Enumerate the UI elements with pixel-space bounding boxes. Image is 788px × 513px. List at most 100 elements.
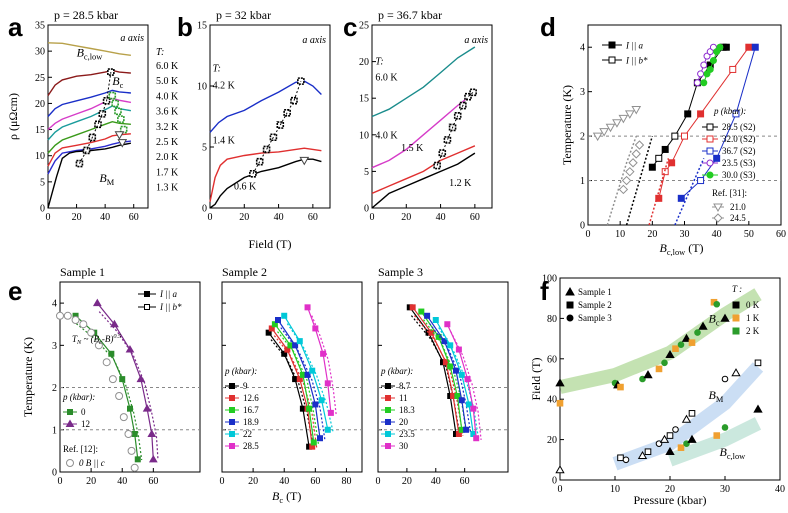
panel-f-T-marker bbox=[732, 314, 740, 322]
panel-f-bm-label-sub: M bbox=[716, 395, 724, 404]
panel-f-xtick-label: 30 bbox=[720, 484, 730, 495]
panel-e-3-p-legend-marker bbox=[385, 383, 391, 389]
panel-e-1-point bbox=[119, 376, 126, 383]
panel-f-bc-point bbox=[720, 313, 730, 322]
panel-e-2-p-legend-label: 18.9 bbox=[243, 417, 259, 427]
panel-f-bc-point bbox=[661, 359, 668, 367]
panel-e-2-xtick-label: 40 bbox=[279, 476, 289, 487]
panel-e-1-point bbox=[147, 429, 157, 437]
panel-label-e: e bbox=[8, 276, 22, 306]
panel-a-ytick-label: 10 bbox=[35, 151, 45, 162]
panel-d-point bbox=[677, 194, 685, 202]
panel-f-bclow-point bbox=[687, 434, 697, 443]
panel-e-2-point bbox=[309, 367, 316, 374]
panel-e-2-point bbox=[275, 317, 281, 323]
panel-a-T-label: 2.5 K bbox=[156, 137, 179, 148]
panel-e-3-fit bbox=[450, 331, 482, 440]
panel-label-d: d bbox=[540, 12, 556, 42]
panel-f-ytick-label: 60 bbox=[547, 354, 557, 365]
panel-e-1-formula: TN ~ (Bc-B)0.5 bbox=[72, 333, 121, 346]
panel-e-xlabel-sub: c bbox=[279, 496, 283, 505]
panel-e-2-point bbox=[320, 350, 327, 357]
panel-b-line bbox=[209, 158, 322, 209]
panel-b-ytick-label: 10 bbox=[197, 82, 207, 93]
panel-e-2-p-legend-label: 12.6 bbox=[243, 393, 259, 403]
panel-b: b p = 32 kbar 0 20 40 60 0 5 10 15 a axis T: 4.2 K 1.… bbox=[177, 8, 331, 223]
panel-f-bc-point bbox=[672, 345, 679, 352]
panel-e-2-point bbox=[310, 439, 317, 446]
panel-a-ytick-label: 0 bbox=[40, 204, 45, 215]
panel-e-2-p-legend-label: 22 bbox=[243, 429, 252, 439]
panel-a-line bbox=[47, 97, 132, 131]
panel-d-legend-marker bbox=[706, 171, 714, 179]
panel-c-title: p = 36.7 kbar bbox=[378, 8, 442, 22]
panel-f-bm-point bbox=[731, 368, 741, 377]
panel-a-T-label: 4.0 K bbox=[156, 91, 179, 102]
panel-d-point bbox=[700, 79, 708, 87]
panel-a-bc-label-main: B bbox=[112, 74, 120, 88]
panel-c-line bbox=[371, 152, 476, 209]
panel-e-3-xtick-label: 40 bbox=[431, 476, 441, 487]
panel-d-extrap-red bbox=[648, 158, 670, 226]
panel-d-ytick-label: 3 bbox=[580, 87, 585, 98]
panel-a-ytick-label: 35 bbox=[35, 21, 45, 32]
panel-c-ytick-label: 10 bbox=[359, 130, 369, 141]
panel-d-ref-legend-marker bbox=[713, 203, 723, 213]
panel-c-ytick-label: 0 bbox=[364, 204, 369, 215]
panel-a-ytick-label: 15 bbox=[35, 125, 45, 136]
panel-d-point bbox=[697, 177, 705, 185]
panel-f-bm-point bbox=[637, 450, 648, 460]
panel-e-1-legend-label: I || a bbox=[159, 289, 177, 299]
panel-e-1-formula-t: T bbox=[72, 334, 78, 344]
panel-d-ref-point bbox=[631, 149, 641, 159]
panel-b-line bbox=[209, 147, 322, 203]
panel-e-1-ref-legend-label: 0 B || c bbox=[79, 458, 105, 468]
panel-e-3-point bbox=[409, 304, 416, 311]
panel-e-1-xtick-label: 60 bbox=[148, 476, 158, 487]
panel-e-2-point bbox=[318, 397, 325, 404]
panel-e-3-xtick-label: 20 bbox=[402, 476, 412, 487]
panel-f-xlabel: Pressure (kbar) bbox=[634, 493, 707, 507]
panel-e-2-point bbox=[312, 325, 319, 332]
panel-e-1-xtick-label: 40 bbox=[117, 476, 127, 487]
panel-a-bm-label-sub: M bbox=[107, 178, 115, 187]
panel-f-bm-point bbox=[672, 426, 679, 433]
panel-c-bc-point bbox=[443, 136, 452, 144]
panel-a-bc-point bbox=[111, 99, 119, 108]
panel-e-1-formula-n: N bbox=[76, 339, 82, 346]
panel-d-ref-point bbox=[628, 158, 638, 168]
panel-d-legend-label: 28.5 (S2) bbox=[722, 122, 756, 132]
panel-d-xtick-label: 40 bbox=[712, 229, 722, 240]
panel-a-line bbox=[47, 69, 131, 96]
panel-e-1-point bbox=[134, 456, 141, 463]
panel-e-1-ref-point bbox=[63, 311, 72, 320]
panel-e-2-point bbox=[324, 426, 331, 433]
panel-a-line bbox=[47, 120, 131, 154]
panel-e-2-xtick-label: 80 bbox=[341, 476, 351, 487]
panel-e-3-p-legend-label: 20 bbox=[399, 417, 409, 427]
panel-e-3-p-legend-label: 23.5 bbox=[399, 429, 415, 439]
panel-f-bm-point bbox=[622, 456, 630, 464]
panel-e-1-point bbox=[127, 405, 133, 412]
panel-d-ref-point bbox=[599, 128, 609, 137]
panel-d-ref-point bbox=[631, 105, 642, 115]
panel-c-label-4: 4.0 K bbox=[375, 130, 398, 141]
panel-e-1-ref-point bbox=[130, 463, 139, 472]
panel-c-axis-note: a axis bbox=[464, 35, 488, 46]
panel-c-label-6: 6.0 K bbox=[375, 73, 398, 84]
panel-d-point bbox=[655, 154, 663, 162]
panel-f-bc-point bbox=[694, 329, 701, 336]
panel-d-legend-marker bbox=[706, 135, 714, 143]
panel-d-legend-marker bbox=[706, 147, 714, 155]
panel-f-bm-point bbox=[617, 454, 624, 462]
panel-c-xtick-label: 20 bbox=[401, 212, 411, 223]
panel-d-ref-point bbox=[618, 114, 629, 124]
panel-e-1-formula-tail: -B) bbox=[102, 334, 114, 344]
panel-a-ylabel: ρ (μΩcm) bbox=[6, 93, 20, 140]
panel-f-T-label: 0 K bbox=[746, 300, 760, 310]
panel-e-3-title: Sample 3 bbox=[378, 265, 423, 279]
panel-a-line bbox=[47, 140, 131, 175]
panel-b-ytick-label: 0 bbox=[202, 204, 207, 215]
panel-e-1-point bbox=[110, 319, 119, 328]
